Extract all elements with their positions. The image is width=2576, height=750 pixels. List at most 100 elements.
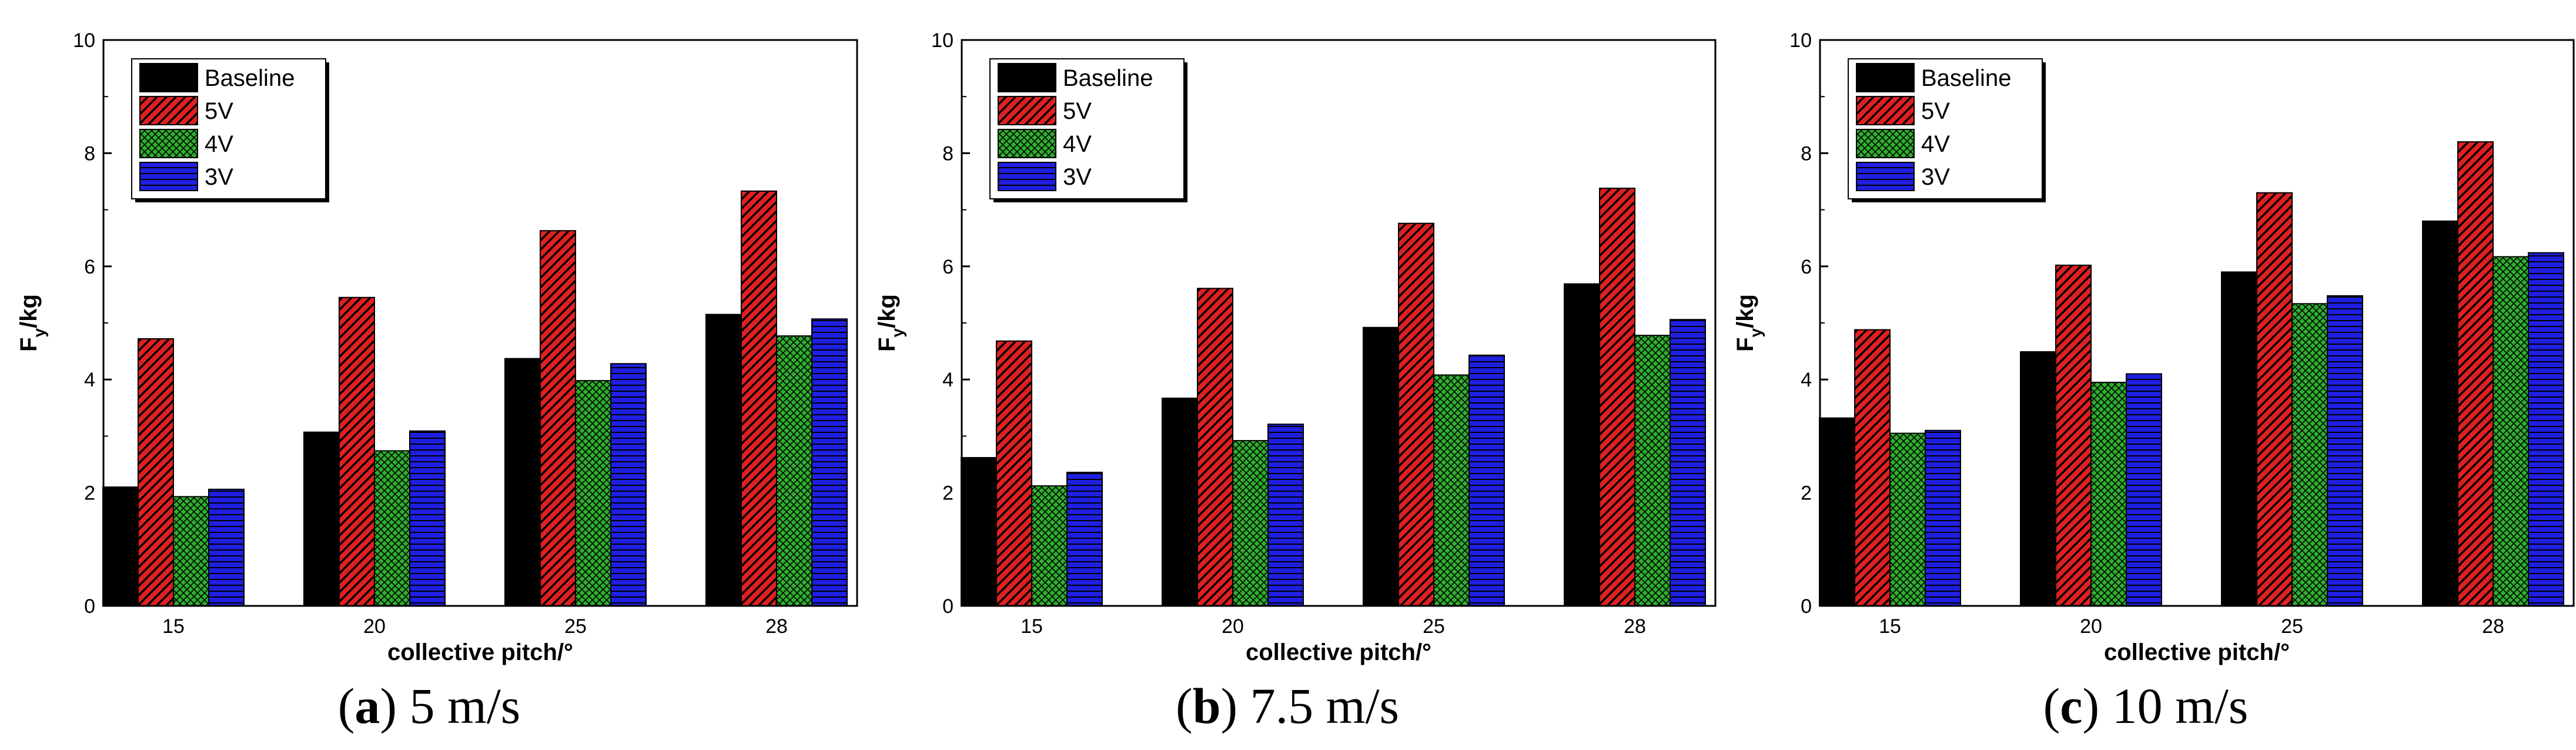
x-tick-label: 25: [2281, 615, 2303, 638]
x-tick-label: 25: [1423, 615, 1445, 638]
legend-swatch-4v: [1856, 129, 1915, 158]
legend-label-4v: 4V: [1921, 131, 1950, 157]
bar-5v-25: [1398, 222, 1434, 606]
y-tick-label: 4: [942, 369, 954, 391]
bar-baseline-15: [1819, 417, 1855, 607]
bar-3v-28: [2528, 252, 2564, 607]
bar-3v-20: [2126, 373, 2162, 607]
bar-baseline-20: [303, 431, 340, 607]
bar-3v-28: [1670, 319, 1706, 607]
legend-label-3v: 3V: [205, 164, 233, 190]
bar-4v-28: [2493, 256, 2529, 607]
legend-swatch-4v: [139, 129, 198, 158]
legend: Baseline 5V 4V 3V: [1848, 58, 2046, 202]
x-axis-title: collective pitch/°: [1246, 639, 1431, 665]
y-tick-label: 0: [1801, 595, 1812, 618]
bar-3v-15: [1066, 471, 1103, 607]
y-tick-label: 6: [1801, 256, 1812, 278]
y-tick-label: 2: [1801, 482, 1812, 505]
bar-baseline-28: [2422, 220, 2458, 606]
legend-label-3v: 3V: [1063, 164, 1092, 190]
legend: Baseline 5V 4V 3V: [131, 58, 329, 202]
legend-label-4v: 4V: [1063, 131, 1092, 157]
y-axis-title-main: F: [1732, 337, 1758, 351]
chart-panel-c: 0 2 4 6 8 10 15 20 25 28 collective pitch/° Fy/kg Ba…: [1732, 29, 2575, 665]
y-axis-title-sub: y: [888, 328, 906, 337]
y-tick-label: 10: [931, 29, 954, 52]
bar-5v-15: [138, 338, 174, 606]
legend-swatch-baseline: [1856, 63, 1915, 92]
bar-3v-20: [1267, 424, 1304, 606]
bar-5v-28: [741, 190, 777, 606]
y-tick-label: 4: [84, 369, 95, 391]
bar-baseline-25: [1363, 326, 1399, 606]
panel-caption-b: (b) 7.5 m/s: [1176, 678, 1399, 734]
x-tick-label: 15: [1879, 615, 1901, 638]
bar-5v-15: [996, 340, 1032, 606]
bar-3v-25: [2327, 295, 2363, 607]
y-axis-title: Fy/kg: [874, 294, 906, 352]
x-tick-label: 28: [1624, 615, 1646, 638]
y-tick-label: 0: [84, 595, 95, 618]
legend-label-baseline: Baseline: [1063, 65, 1153, 91]
panel-letter-a: a: [354, 678, 380, 734]
x-tick-label: 20: [363, 615, 386, 638]
bar-4v-15: [1031, 485, 1068, 607]
y-axis-title-unit: /kg: [1732, 294, 1758, 328]
y-tick-label: 6: [84, 256, 95, 278]
bar-4v-20: [1232, 440, 1269, 606]
legend-label-baseline: Baseline: [205, 65, 295, 91]
legend-label-4v: 4V: [205, 131, 233, 157]
legend-swatch-baseline: [139, 63, 198, 92]
x-tick-label: 15: [162, 615, 185, 638]
bar-3v-25: [1468, 354, 1505, 606]
panel-speed-a: 5 m/s: [409, 678, 521, 734]
bar-5v-15: [1854, 329, 1891, 606]
y-tick-label: 8: [84, 142, 95, 165]
panel-speed-c: 10 m/s: [2112, 678, 2249, 734]
bar-3v-20: [409, 430, 446, 606]
bar-baseline-28: [1564, 283, 1600, 606]
panel-speed-b: 7.5 m/s: [1250, 678, 1399, 734]
legend-swatch-3v: [139, 162, 198, 191]
x-tick-label: 15: [1021, 615, 1043, 638]
bar-5v-28: [1599, 188, 1635, 606]
y-tick-label: 0: [942, 595, 954, 618]
y-tick-label: 10: [73, 29, 95, 52]
y-axis-title-unit: /kg: [16, 294, 42, 328]
bar-5v-20: [339, 296, 375, 606]
legend-label-3v: 3V: [1921, 164, 1950, 190]
panels-layer: 0 2 4 6 8 10 15 20 25 28 collective pitch/° Fy/kg Ba…: [16, 29, 2575, 665]
panel-letter-b: b: [1192, 678, 1221, 734]
legend-swatch-5v: [139, 96, 198, 125]
legend-label-5v: 5V: [1921, 98, 1950, 124]
bar-baseline-25: [2221, 271, 2257, 607]
bar-4v-20: [2090, 382, 2127, 606]
legend-swatch-3v: [1856, 162, 1915, 191]
bar-4v-15: [173, 496, 209, 606]
bar-5v-25: [2256, 192, 2293, 606]
chart-panel-a: 0 2 4 6 8 10 15 20 25 28 collective pitch/° Fy/kg Ba…: [16, 29, 858, 665]
bar-5v-20: [2055, 264, 2092, 607]
x-tick-label: 25: [564, 615, 587, 638]
y-tick-label: 10: [1789, 29, 1812, 52]
x-tick-label: 20: [2080, 615, 2102, 638]
bar-baseline-20: [1162, 397, 1198, 606]
y-axis-title-unit: /kg: [874, 294, 900, 328]
bar-5v-20: [1197, 288, 1233, 606]
x-tick-label: 28: [765, 615, 788, 638]
bar-4v-28: [776, 335, 812, 606]
legend: Baseline 5V 4V 3V: [989, 58, 1187, 202]
bar-3v-28: [811, 318, 848, 606]
legend-label-5v: 5V: [205, 98, 233, 124]
y-tick-label: 8: [942, 142, 954, 165]
x-tick-label: 20: [1222, 615, 1244, 638]
bar-baseline-20: [2020, 351, 2056, 606]
bar-baseline-15: [102, 486, 139, 606]
bar-5v-25: [540, 230, 576, 607]
y-axis-title: Fy/kg: [1732, 294, 1765, 352]
panel-letter-c: c: [2060, 678, 2083, 734]
bar-baseline-25: [504, 358, 541, 607]
y-axis-title-main: F: [16, 337, 42, 351]
